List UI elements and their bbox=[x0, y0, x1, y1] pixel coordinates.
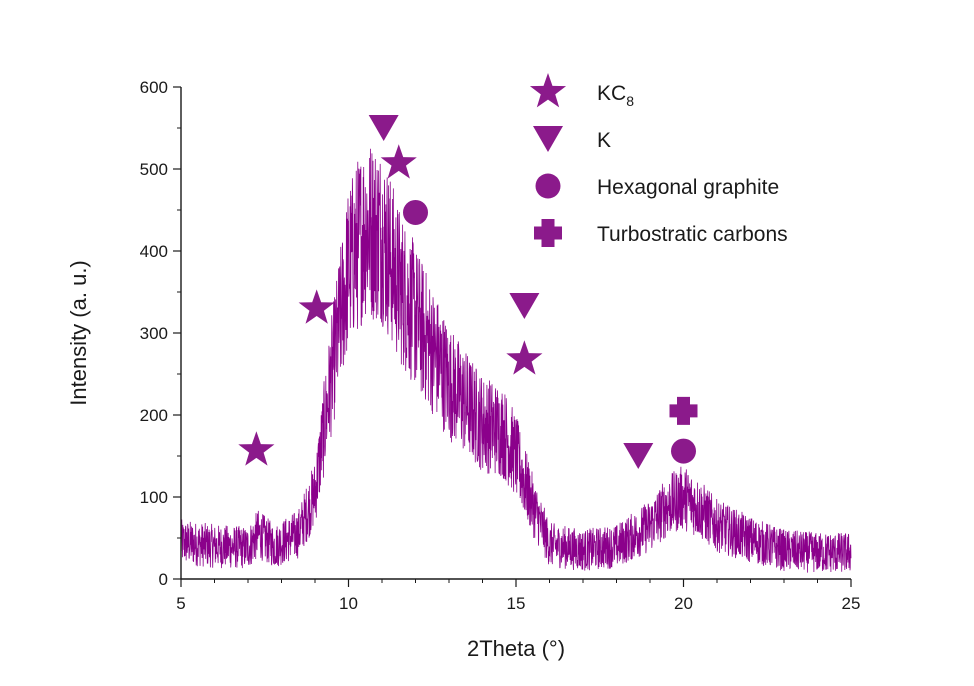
y-tick-label: 0 bbox=[159, 570, 168, 589]
legend-label-text: K bbox=[597, 129, 611, 152]
axes: 5 10 15 20 25 0 100 200 300 400 500 600 bbox=[140, 78, 861, 613]
y-tick-label: 500 bbox=[140, 160, 168, 179]
y-tick-label: 200 bbox=[140, 406, 168, 425]
y-axis-title: Intensity (a. u.) bbox=[66, 260, 91, 406]
xrd-series-line bbox=[180, 148, 852, 573]
legend-label: Turbostratic carbons bbox=[597, 223, 788, 246]
x-tick-label: 5 bbox=[176, 594, 185, 613]
legend-label: K bbox=[597, 129, 611, 152]
star-marker bbox=[506, 340, 543, 375]
legend-plus-icon bbox=[534, 219, 562, 247]
y-tick-label: 100 bbox=[140, 488, 168, 507]
legend-label: KC8 bbox=[597, 82, 634, 109]
legend-triangle-down-icon bbox=[533, 126, 563, 152]
y-tick-label: 300 bbox=[140, 324, 168, 343]
plus-marker bbox=[669, 396, 698, 425]
triangle-down-marker bbox=[368, 115, 399, 141]
triangle-down-marker bbox=[623, 443, 654, 469]
star-marker bbox=[298, 289, 335, 324]
legend-label-text: KC bbox=[597, 82, 626, 105]
legend-circle-icon bbox=[535, 173, 561, 199]
legend-label-subscript: 8 bbox=[626, 93, 634, 109]
x-tick-label: 10 bbox=[339, 594, 358, 613]
x-tick-label: 20 bbox=[674, 594, 693, 613]
x-tick-label: 25 bbox=[842, 594, 861, 613]
legend-star-icon bbox=[529, 73, 567, 108]
xrd-pattern-line bbox=[180, 148, 852, 573]
legend: KC8 K Hexagonal graphite Turbostratic carbo… bbox=[529, 73, 788, 247]
legend-label-text: Turbostratic carbons bbox=[597, 223, 788, 246]
circle-marker bbox=[403, 199, 428, 225]
legend-label-text: Hexagonal graphite bbox=[597, 176, 779, 199]
phase-markers bbox=[238, 115, 698, 469]
circle-marker bbox=[671, 438, 696, 464]
x-tick-label: 15 bbox=[507, 594, 526, 613]
x-axis-title: 2Theta (°) bbox=[467, 636, 565, 661]
y-tick-label: 600 bbox=[140, 78, 168, 97]
legend-label: Hexagonal graphite bbox=[597, 176, 779, 199]
y-tick-label: 400 bbox=[140, 242, 168, 261]
star-marker bbox=[238, 431, 275, 466]
triangle-down-marker bbox=[509, 292, 540, 319]
star-marker bbox=[380, 144, 417, 179]
